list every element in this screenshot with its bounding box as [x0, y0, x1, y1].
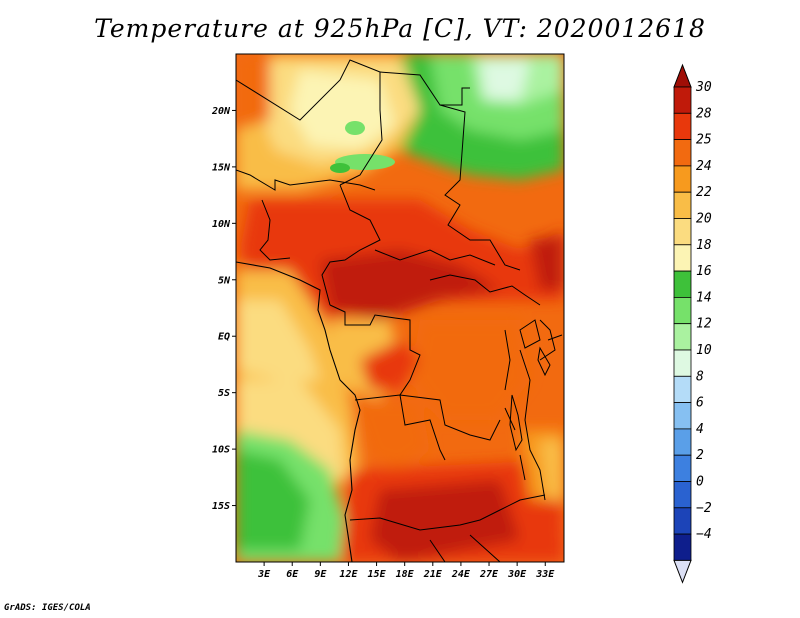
- country-borders: [236, 59, 563, 562]
- colorbar-swatch: [673, 507, 692, 535]
- map-title: Temperature at 925hPa [C], VT: 202001261…: [94, 14, 706, 43]
- lon-tick-label: 6E: [286, 569, 299, 580]
- lat-tick-label: 10S: [212, 445, 230, 456]
- lon-tick-label: 24E: [451, 569, 471, 580]
- colorbar-swatch: [673, 296, 692, 325]
- lat-tick-label: 5N: [218, 275, 231, 286]
- colorbar-label: 4: [696, 422, 704, 437]
- colorbar-swatch: [673, 323, 692, 351]
- colorbar-label: 12: [696, 317, 712, 332]
- colorbar-swatch: [673, 86, 692, 114]
- lon-tick-label: 33E: [535, 569, 555, 580]
- colorbar-swatch: [673, 244, 692, 272]
- lon-tick-label: 9E: [314, 569, 327, 580]
- colorbar-swatch: [673, 218, 692, 246]
- colorbar-swatch: [673, 191, 692, 219]
- lon-tick-label: 27E: [479, 569, 499, 580]
- colorbar-top-arrow: [673, 63, 692, 88]
- latitude-axis: 20N 15N 10N 5N EQ 5S 10S 15S: [211, 106, 236, 512]
- lon-tick-label: 15E: [368, 569, 387, 580]
- colorbar-label: 2: [696, 448, 704, 463]
- lon-tick-label: 3E: [257, 569, 271, 580]
- colorbar-label: 28: [696, 106, 712, 121]
- temperature-field: [236, 54, 564, 562]
- colorbar-label: 30: [695, 80, 712, 95]
- colorbar-label: 0: [696, 475, 704, 490]
- colorbar-label: 14: [696, 290, 712, 305]
- colorbar-swatch: [673, 481, 692, 509]
- lon-tick-label: 18E: [396, 569, 415, 580]
- lat-tick-label: 15S: [212, 501, 230, 512]
- colorbar-swatch: [673, 428, 692, 456]
- colorbar-label: 20: [696, 212, 712, 227]
- grads-credit: GrADS: IGES/COLA: [4, 603, 91, 613]
- colorbar-bottom-arrow: [673, 559, 692, 584]
- lon-tick-label: 30E: [507, 569, 527, 580]
- lat-tick-label: EQ: [218, 332, 230, 343]
- colorbar-label: −4: [696, 527, 712, 542]
- colorbar-swatch: [673, 533, 692, 561]
- colorbar-swatch: [673, 139, 692, 167]
- colorbar-swatch: [673, 270, 692, 298]
- colorbar-swatch: [673, 402, 692, 430]
- lat-tick-label: 10N: [212, 219, 231, 230]
- colorbar-label: −2: [696, 501, 712, 516]
- lat-tick-label: 15N: [212, 162, 231, 173]
- lon-tick-label: 21E: [423, 569, 443, 580]
- colorbar-label: 22: [696, 185, 712, 200]
- colorbar-label: 24: [696, 159, 712, 174]
- colorbar-label: 8: [696, 369, 704, 384]
- colorbar-swatch: [673, 349, 692, 377]
- colorbar-swatch: [673, 375, 692, 403]
- map-frame: [235, 53, 565, 563]
- lon-tick-label: 12E: [339, 569, 358, 580]
- lat-tick-label: 5S: [218, 388, 230, 399]
- longitude-axis: 3E 6E 9E 12E 15E 18E 21E 24E 27E 30E 33E: [257, 562, 555, 580]
- colorbar-label: 18: [696, 238, 712, 253]
- colorbar-label: 16: [696, 264, 712, 279]
- colorbar-label: 10: [696, 343, 712, 358]
- colorbar-label: 6: [696, 396, 704, 411]
- colorbar-swatch: [673, 165, 692, 193]
- colorbar-swatch: [673, 454, 692, 482]
- colorbar-label: 25: [696, 133, 712, 148]
- colorbar-swatch: [673, 112, 692, 141]
- lat-tick-label: 20N: [211, 106, 231, 117]
